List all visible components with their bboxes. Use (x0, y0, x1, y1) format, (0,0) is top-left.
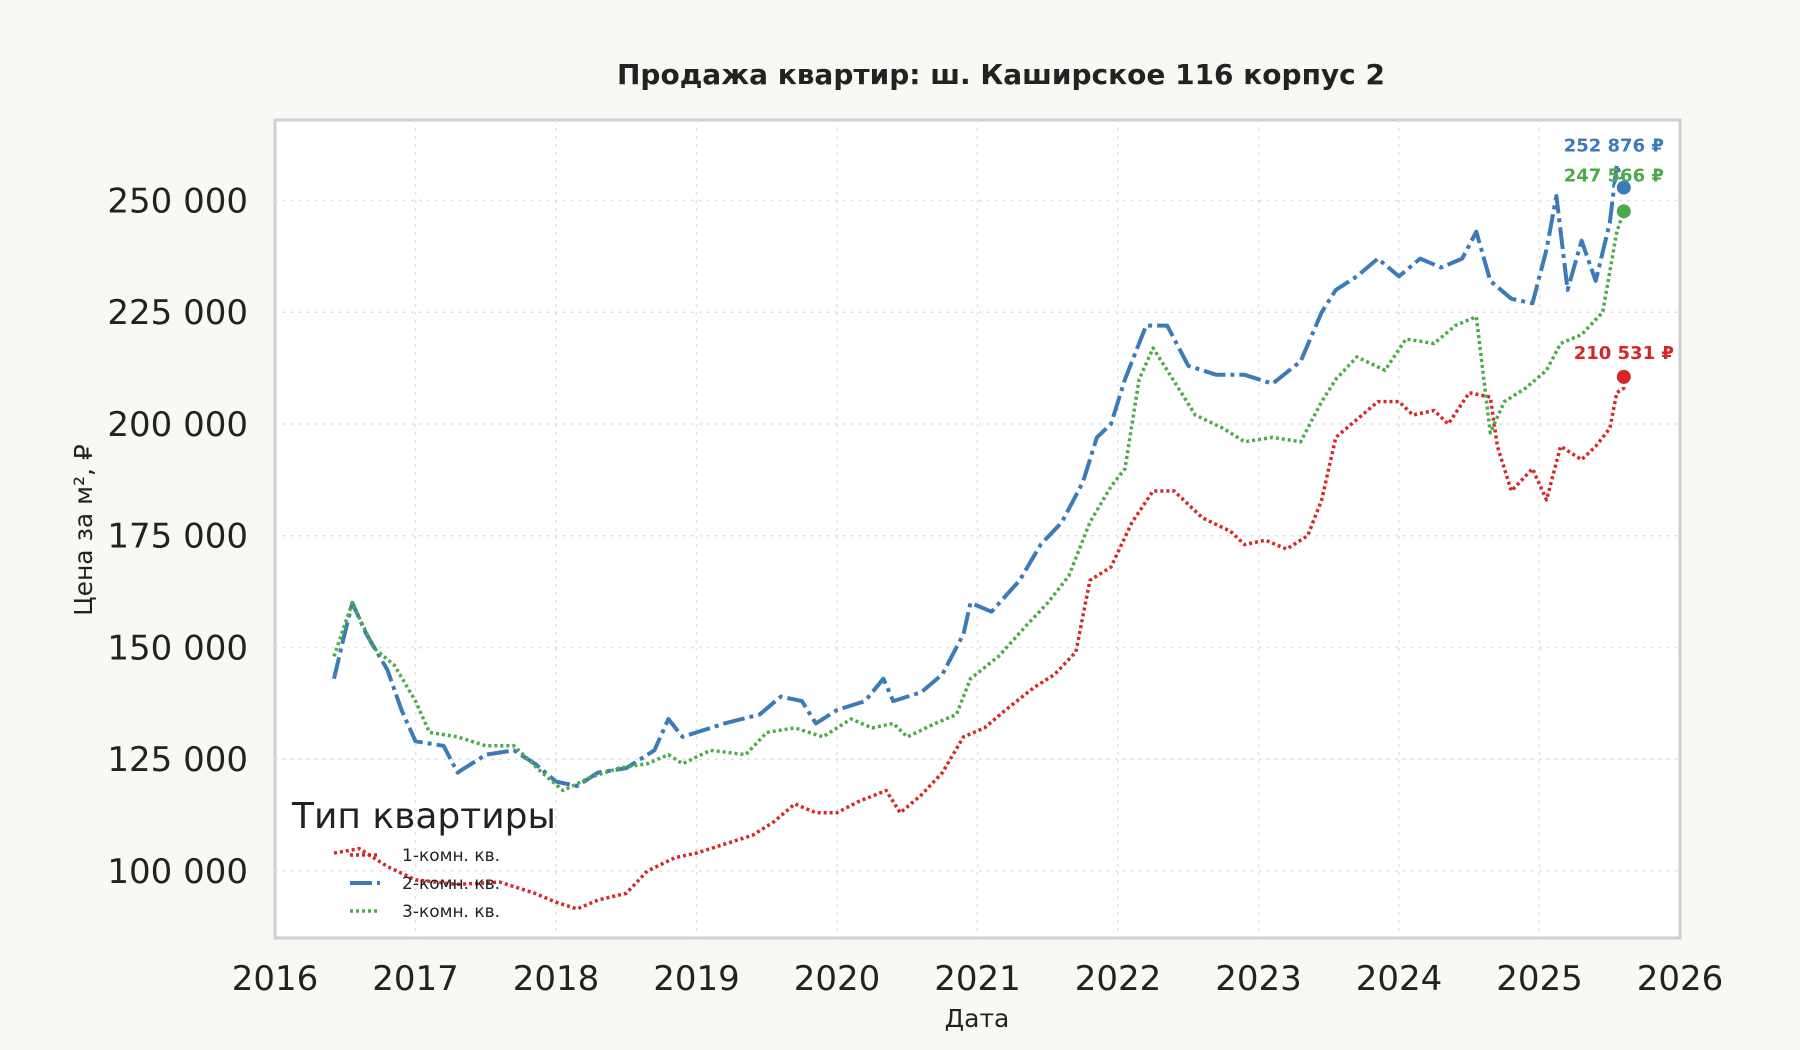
end-value-label: 210 531 ₽ (1574, 343, 1674, 364)
y-tick-label: 225 000 (107, 293, 248, 333)
end-point-marker (1614, 202, 1633, 221)
y-axis-label: Цена за м², ₽ (69, 444, 98, 616)
end-value-label: 247 566 ₽ (1564, 165, 1664, 186)
x-tick-label: 2016 (232, 959, 319, 999)
x-tick-label: 2019 (653, 959, 740, 999)
legend-entry-label: 1-комн. кв. (402, 846, 500, 866)
y-tick-label: 175 000 (107, 517, 248, 557)
y-tick-label: 200 000 (107, 405, 248, 445)
x-tick-label: 2021 (934, 959, 1021, 999)
x-tick-label: 2018 (513, 959, 600, 999)
series-line-1 (333, 376, 1626, 911)
y-axis-ticks: 100 000 125 000 150 000 175 000 200 000 225 0… (107, 181, 248, 891)
x-tick-label: 2023 (1215, 959, 1302, 999)
end-value-label: 252 876 ₽ (1564, 136, 1664, 157)
x-tick-label: 2017 (372, 959, 459, 999)
end-markers: 210 531 ₽ 252 876 ₽ 247 566 ₽ (1564, 136, 1674, 386)
x-tick-label: 2022 (1075, 959, 1162, 999)
y-tick-label: 250 000 (107, 181, 248, 221)
chart-title: Продажа квартир: ш. Каширское 116 корпус… (617, 58, 1385, 91)
legend-entry-label: 2-комн. кв. (402, 874, 500, 894)
y-tick-label: 125 000 (107, 740, 248, 780)
series-line-2 (332, 162, 1626, 788)
legend-title: Тип квартиры (291, 796, 556, 837)
x-axis-label: Дата (945, 1004, 1010, 1033)
x-tick-label: 2025 (1496, 959, 1583, 999)
series-layer (332, 162, 1626, 911)
end-point-marker (1614, 178, 1633, 197)
legend-entry-label: 3-комн. кв. (402, 902, 500, 922)
end-point-marker (1614, 367, 1633, 386)
y-tick-label: 100 000 (107, 852, 248, 892)
x-tick-label: 2020 (794, 959, 881, 999)
x-axis-ticks: 2016 2017 2018 2019 2020 2021 2022 2023 2024 2025… (232, 959, 1724, 999)
y-tick-label: 150 000 (107, 628, 248, 668)
x-tick-label: 2024 (1356, 959, 1443, 999)
x-tick-label: 2026 (1637, 959, 1724, 999)
legend: Тип квартиры 1-комн. кв. 2-комн. кв. 3-ком… (291, 796, 556, 922)
